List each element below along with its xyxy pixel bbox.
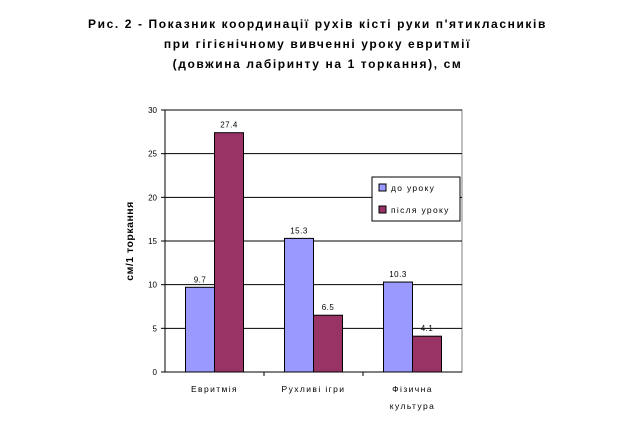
chart-title-line-1: Рис. 2 - Показник координації рухів кіст…	[88, 17, 547, 31]
chart-title-line-3: (довжина лабіринту на 1 торкання), см	[172, 57, 463, 71]
y-tick-label: 20	[148, 193, 157, 202]
x-tick-label: Фізична	[392, 384, 433, 394]
chart-title-line-2: при гігієнічному вивченні уроку евритмії	[163, 37, 472, 51]
y-tick-label: 10	[148, 281, 157, 290]
y-tick-label: 0	[153, 368, 158, 377]
legend-swatch	[378, 205, 387, 214]
x-tick-label: Рухливі ігри	[282, 384, 346, 394]
x-tick-label: культура	[390, 401, 435, 411]
data-label: 15.3	[290, 226, 308, 235]
legend-label: після уроку	[391, 205, 450, 215]
bar	[185, 286, 215, 373]
data-label: 27.4	[220, 121, 238, 130]
chart-title: Рис. 2 - Показник координації рухів кіст…	[0, 14, 635, 74]
y-tick-label: 15	[148, 237, 157, 246]
data-label: 4.1	[421, 324, 434, 333]
legend-label: до уроку	[391, 183, 435, 193]
y-tick-label: 30	[148, 106, 157, 115]
bar	[383, 281, 413, 373]
data-label: 10.3	[389, 270, 407, 279]
y-tick-label: 25	[148, 150, 157, 159]
y-tick-label: 5	[153, 324, 158, 333]
bar	[284, 237, 314, 373]
bar	[313, 314, 343, 373]
data-label: 9.7	[194, 275, 207, 284]
legend-swatch	[378, 183, 387, 192]
bar	[214, 132, 244, 373]
legend-box	[371, 176, 461, 222]
bar	[412, 335, 442, 373]
data-label: 6.5	[322, 303, 335, 312]
y-axis-label: см/1 торкання	[124, 201, 136, 281]
x-tick-label: Евритмія	[191, 384, 238, 394]
